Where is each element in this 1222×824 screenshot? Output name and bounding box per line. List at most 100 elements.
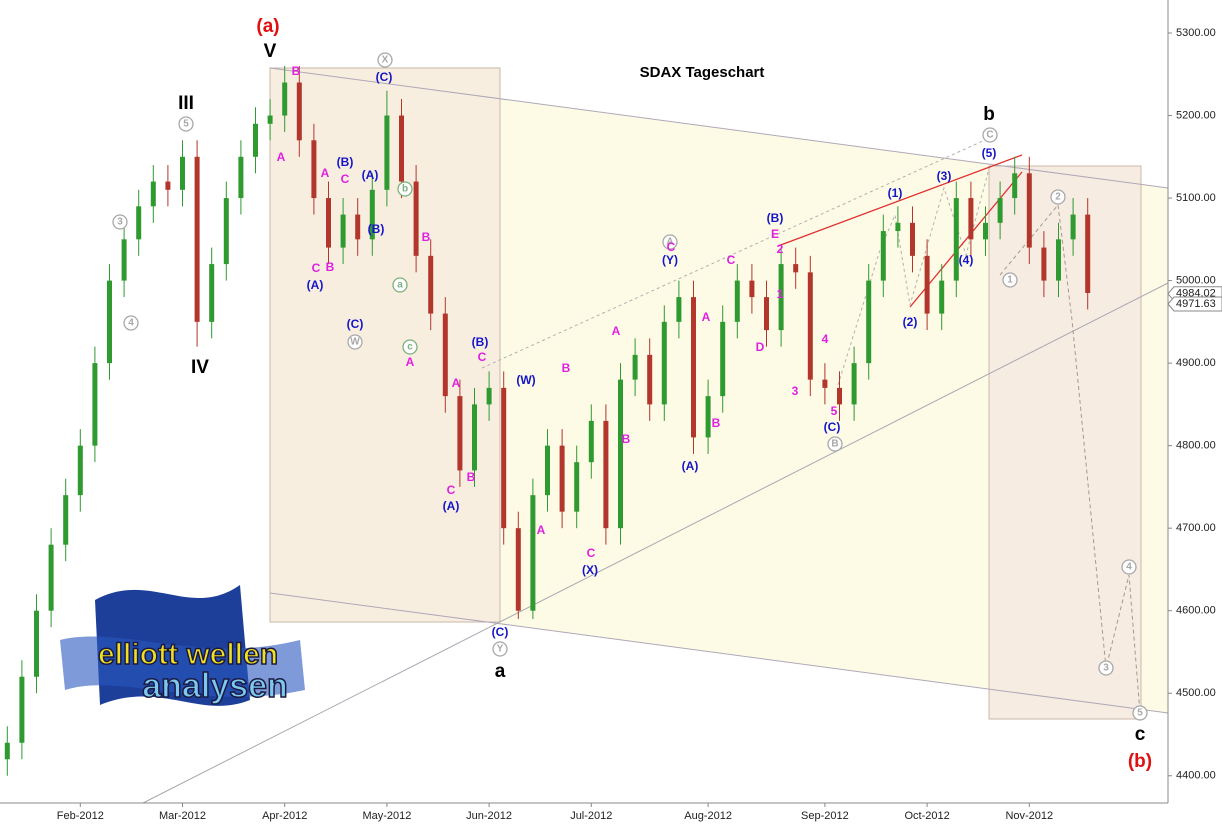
wave-label: c — [407, 342, 413, 353]
candle-body — [618, 379, 623, 529]
y-tick-label: 4700.00 — [1176, 522, 1216, 534]
wave-label: (a) — [256, 16, 279, 37]
wave-circle — [1002, 272, 1018, 288]
wave-circle — [492, 641, 508, 657]
candle-body — [705, 396, 711, 438]
wave-label: (5) — [982, 146, 997, 160]
channel-line — [269, 592, 1169, 714]
wave-label: A — [321, 166, 330, 180]
price-tag-label: 4971.63 — [1176, 298, 1216, 310]
wave-circle — [982, 127, 998, 143]
x-tick-label: Oct-2012 — [904, 810, 949, 822]
wave-label: (A) — [682, 459, 699, 473]
candle-body — [691, 297, 696, 438]
wave-circle — [402, 339, 418, 355]
wave-label: a — [397, 280, 403, 291]
wave-label: A — [406, 355, 415, 369]
y-tick-label: 5100.00 — [1176, 192, 1216, 204]
candle-body — [530, 495, 536, 611]
logo-text: elliott wellen — [98, 638, 278, 671]
wave-label: B — [422, 230, 431, 244]
candle-body — [326, 198, 331, 248]
wave-label: 3 — [792, 384, 799, 398]
candle-body — [1026, 173, 1032, 248]
candle-body — [150, 181, 156, 207]
candle-body — [515, 528, 521, 611]
wave-label: (2) — [903, 315, 918, 329]
wave-label: 2 — [777, 242, 784, 256]
wave-label: c — [1135, 724, 1146, 745]
wave-label: 3 — [1103, 663, 1109, 674]
candle-body — [807, 272, 813, 380]
x-tick-label: Jun-2012 — [466, 810, 512, 822]
wave-label: (X) — [582, 563, 598, 577]
wave-circle — [347, 334, 363, 350]
wave-circle — [1132, 705, 1148, 721]
logo: elliott wellen analysen — [60, 585, 305, 706]
candle-body — [851, 363, 857, 405]
wave-circle — [397, 181, 413, 197]
candle-body — [180, 156, 185, 190]
wave-circle — [112, 214, 128, 230]
wave-label: A — [666, 237, 673, 248]
x-tick-label: Aug-2012 — [684, 810, 732, 822]
candle-body — [267, 115, 273, 124]
y-tick-label: 4900.00 — [1176, 357, 1216, 369]
candle-body — [924, 255, 930, 314]
logo-swoosh — [60, 636, 305, 697]
wave-label: 5 — [1137, 708, 1143, 719]
y-tick-label: 4500.00 — [1176, 687, 1216, 699]
candle-body — [647, 354, 653, 405]
candle-body — [355, 214, 361, 240]
wave-circle — [123, 315, 139, 331]
wave-label: C — [667, 240, 676, 254]
candle-body — [311, 140, 317, 199]
candle-body — [793, 264, 799, 273]
x-tick-label: Sep-2012 — [801, 810, 849, 822]
candle-body — [603, 420, 609, 529]
candle-body — [136, 206, 142, 240]
wave-label: (C) — [492, 625, 509, 639]
candle-body — [837, 387, 842, 405]
candle-body — [574, 462, 580, 512]
wave-circle — [1050, 189, 1066, 205]
wave-label: 2 — [1055, 192, 1061, 203]
wave-circle — [178, 116, 194, 132]
candle-body — [457, 396, 463, 471]
wave-label: B — [712, 416, 721, 430]
candle-body — [48, 544, 54, 611]
y-tick-label: 5300.00 — [1176, 27, 1216, 39]
wave-label: (C) — [347, 317, 364, 331]
wave-label: b — [402, 184, 408, 195]
candle-body — [428, 255, 434, 314]
candle-body — [223, 198, 229, 265]
candle-body — [340, 214, 346, 248]
wave-label: III — [178, 93, 194, 114]
candle-body — [866, 280, 872, 364]
wave-label: (B) — [368, 222, 385, 236]
candle-body — [92, 363, 98, 446]
wave-label: 5 — [831, 404, 838, 418]
wave-circle — [377, 52, 393, 68]
candle-body — [1070, 214, 1076, 240]
wave-label: B — [467, 470, 476, 484]
x-tick-label: Jul-2012 — [570, 810, 612, 822]
candle-body — [253, 123, 258, 157]
chart-title: SDAX Tageschart — [640, 64, 765, 81]
wave-circle — [662, 234, 678, 250]
wave-label: (C) — [824, 420, 841, 434]
channel-line — [269, 67, 1169, 189]
candle-body — [910, 222, 915, 256]
x-tick-label: Apr-2012 — [262, 810, 307, 822]
candle-body — [939, 280, 945, 314]
candle-body — [1012, 173, 1018, 199]
candle-body — [384, 115, 390, 190]
candle-body — [632, 354, 638, 380]
wave-circle — [1121, 559, 1137, 575]
wave-label: (A) — [307, 278, 324, 292]
axes: 4400.00 4500.00 4600.00 4700.00 4800.00 4900.… — [57, 27, 1222, 822]
candle-body — [661, 321, 667, 405]
candle-body — [194, 156, 200, 322]
wave-label: D — [756, 340, 765, 354]
annotations: (a)VIIIIVbac(b)534XWYABC12345bac(C)(B)(A… — [112, 16, 1152, 772]
